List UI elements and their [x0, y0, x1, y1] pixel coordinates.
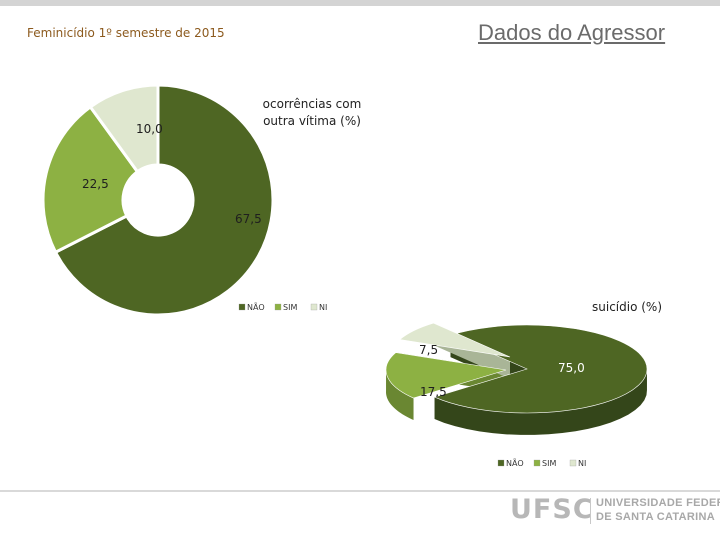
legend-swatch-sim — [533, 459, 541, 467]
legend-label-sim: SIM — [542, 459, 556, 468]
footer — [0, 490, 720, 540]
data-label-sim: 17,5 — [420, 385, 447, 399]
legend: NÃO SIM NI — [497, 458, 586, 468]
legend-swatch-nao — [238, 303, 246, 311]
top-border — [0, 0, 720, 6]
legend-swatch-sim — [274, 303, 282, 311]
logo-mark: UFSC — [510, 494, 594, 525]
legend: NÃO SIM NI — [238, 302, 327, 312]
legend-swatch-ni — [310, 303, 318, 311]
slice-side-nao — [434, 367, 647, 435]
data-label-nao: 75,0 — [558, 361, 585, 375]
slide-title: Dados do Agressor — [478, 20, 666, 45]
legend-swatch-nao — [497, 459, 505, 467]
legend-label-nao: NÃO — [247, 302, 265, 312]
doughnut-slices — [41, 83, 275, 315]
data-label-ni: 10,0 — [136, 122, 163, 136]
legend-swatch-ni — [569, 459, 577, 467]
data-label-sim: 22,5 — [82, 177, 109, 191]
logo-line-2: DE SANTA CATARINA — [596, 511, 715, 523]
chart-suicidio: suicídio (%) 75,0 17,5 7,5 NÃO SIM NI — [385, 300, 662, 468]
slice-ni — [399, 322, 511, 358]
period-label: Feminicídio 1º semestre de 2015 — [27, 26, 225, 40]
slice-sim — [385, 352, 507, 399]
logo-line-1: UNIVERSIDADE FEDERAL — [596, 497, 720, 509]
chart-outra-vitima: ocorrências com outra vítima (%) 67,5 22,… — [41, 83, 362, 315]
chart-title-line-2: outra vítima (%) — [263, 114, 361, 128]
pie-slices — [385, 322, 648, 435]
data-label-ni: 7,5 — [419, 343, 438, 357]
footer-divider — [0, 490, 720, 492]
slice-side-sim — [386, 368, 414, 421]
slice-ni — [88, 83, 160, 174]
data-labels: 75,0 17,5 7,5 — [419, 343, 585, 399]
data-label-nao: 67,5 — [235, 212, 262, 226]
logo-separator — [590, 498, 591, 524]
legend-label-ni: NI — [578, 459, 586, 468]
slice-nao — [53, 83, 275, 315]
chart-title: suicídio (%) — [592, 300, 662, 314]
slice-sim — [41, 104, 140, 255]
chart-title-line-1: ocorrências com — [263, 97, 362, 111]
ufsc-logo: UFSC UNIVERSIDADE FEDERAL DE SANTA CATAR… — [510, 494, 720, 528]
data-labels: 67,5 22,5 10,0 — [82, 122, 262, 226]
legend-label-nao: NÃO — [506, 458, 524, 468]
legend-label-sim: SIM — [283, 303, 297, 312]
legend-label-ni: NI — [319, 303, 327, 312]
